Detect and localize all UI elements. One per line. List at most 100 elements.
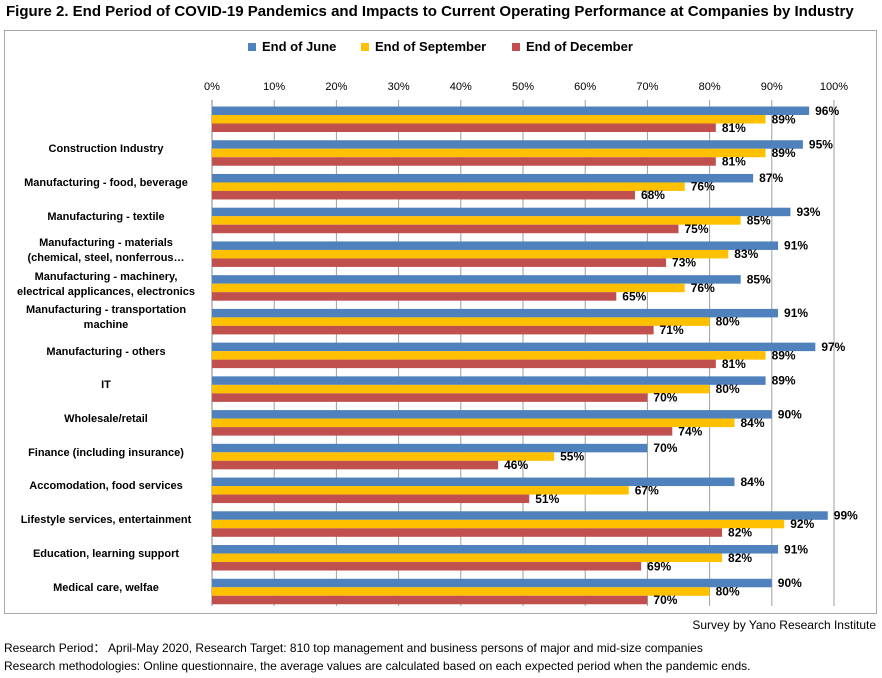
data-label: 46% xyxy=(504,458,528,472)
data-label: 97% xyxy=(821,340,845,354)
legend-item-june: End of June xyxy=(248,39,336,54)
chart-frame xyxy=(4,30,877,614)
data-label: 80% xyxy=(716,382,740,396)
data-label: 89% xyxy=(772,112,796,126)
data-label: 85% xyxy=(747,272,771,286)
legend-label-december: End of December xyxy=(526,39,633,54)
bar-0 xyxy=(212,140,803,149)
legend-label-september: End of September xyxy=(375,39,487,54)
category-label: Lifestyle services, entertainment xyxy=(20,514,192,527)
bar-2 xyxy=(212,292,617,301)
bar-2 xyxy=(212,427,673,436)
bar-0 xyxy=(212,275,741,284)
data-label: 89% xyxy=(772,146,796,160)
data-label: 75% xyxy=(685,222,709,236)
bar-0 xyxy=(212,376,766,385)
bar-1 xyxy=(212,249,729,259)
data-label: 81% xyxy=(722,154,746,168)
legend-label-june: End of June xyxy=(262,39,337,54)
bar-1 xyxy=(212,384,710,394)
data-label: 89% xyxy=(772,348,796,362)
category-label: Accomodation, food services xyxy=(29,480,183,493)
bar-1 xyxy=(212,486,629,495)
data-label: 92% xyxy=(790,517,814,531)
x-tick-label: 0% xyxy=(204,81,220,93)
x-tick-label: 100% xyxy=(820,81,848,93)
data-label: 73% xyxy=(672,256,696,270)
category-label: IT xyxy=(101,379,111,392)
data-label: 83% xyxy=(734,247,758,261)
bar-2 xyxy=(212,393,648,402)
bar-0 xyxy=(212,545,779,554)
data-label: 81% xyxy=(722,357,746,371)
data-label: 69% xyxy=(647,559,671,573)
category-label: Wholesale/retail xyxy=(64,412,148,425)
x-tick-label: 70% xyxy=(636,81,658,93)
data-label: 90% xyxy=(778,576,802,590)
data-label: 91% xyxy=(784,306,808,320)
category-label: Education, learning support xyxy=(32,547,180,560)
x-tick-label: 50% xyxy=(512,81,534,93)
legend-item-december: End of December xyxy=(512,39,633,54)
x-tick-label: 10% xyxy=(263,81,285,93)
bar-2 xyxy=(212,258,667,267)
bar-1 xyxy=(212,351,766,360)
bar-1 xyxy=(212,519,785,529)
category-label: Medical care, welfae xyxy=(53,581,159,594)
data-label: 95% xyxy=(809,137,833,151)
methodology-note: Research methodologies: Online questionn… xyxy=(4,659,751,673)
data-label: 84% xyxy=(740,416,764,430)
bar-0 xyxy=(212,106,810,115)
bar-2 xyxy=(212,359,716,369)
data-label: 80% xyxy=(716,585,740,599)
bar-1 xyxy=(212,418,735,428)
bar-1 xyxy=(212,553,723,563)
data-label: 76% xyxy=(691,180,715,194)
data-label: 80% xyxy=(716,315,740,329)
bar-2 xyxy=(212,224,679,234)
bar-0 xyxy=(212,342,816,352)
x-tick-label: 90% xyxy=(761,81,783,93)
bar-1 xyxy=(212,216,741,225)
data-label: 70% xyxy=(653,441,677,455)
legend-item-september: End of September xyxy=(361,39,486,54)
bar-2 xyxy=(212,123,716,132)
x-tick-label: 80% xyxy=(699,81,721,93)
data-label: 90% xyxy=(778,407,802,421)
legend-swatch-september xyxy=(361,42,369,51)
data-label: 51% xyxy=(535,492,559,506)
data-label: 84% xyxy=(740,475,764,489)
data-label: 87% xyxy=(759,171,783,185)
x-tick-label: 40% xyxy=(450,81,472,93)
category-label: Manufacturing - others xyxy=(46,345,166,358)
data-label: 55% xyxy=(560,450,584,464)
x-tick-label: 20% xyxy=(325,81,347,93)
category-label: Manufacturing - machinery, electrical app… xyxy=(17,270,195,298)
bar-2 xyxy=(212,528,723,537)
data-label: 93% xyxy=(796,205,820,219)
category-label: Manufacturing - transportation machine xyxy=(25,304,187,332)
data-label: 68% xyxy=(641,188,665,202)
category-label: Manufacturing - food, beverage xyxy=(24,176,188,189)
data-label: 74% xyxy=(678,424,702,438)
bar-1 xyxy=(212,283,685,293)
category-label: Manufacturing - materials (chemical, stee… xyxy=(27,236,185,264)
bar-0 xyxy=(212,477,735,487)
data-label: 96% xyxy=(815,104,839,118)
data-label: 91% xyxy=(784,239,808,253)
bar-0 xyxy=(212,173,754,183)
bar-2 xyxy=(212,325,654,335)
category-label: Finance (including insurance) xyxy=(28,446,184,459)
bar-0 xyxy=(212,207,791,217)
bar-0 xyxy=(212,578,772,588)
bar-1 xyxy=(212,148,766,158)
bar-1 xyxy=(212,452,555,461)
data-label: 70% xyxy=(653,593,677,607)
bar-2 xyxy=(212,157,716,166)
data-label: 89% xyxy=(772,374,796,388)
source-note: Survey by Yano Research Institute xyxy=(692,618,876,632)
data-label: 76% xyxy=(691,281,715,295)
data-label: 71% xyxy=(660,323,684,337)
data-label: 82% xyxy=(728,526,752,540)
